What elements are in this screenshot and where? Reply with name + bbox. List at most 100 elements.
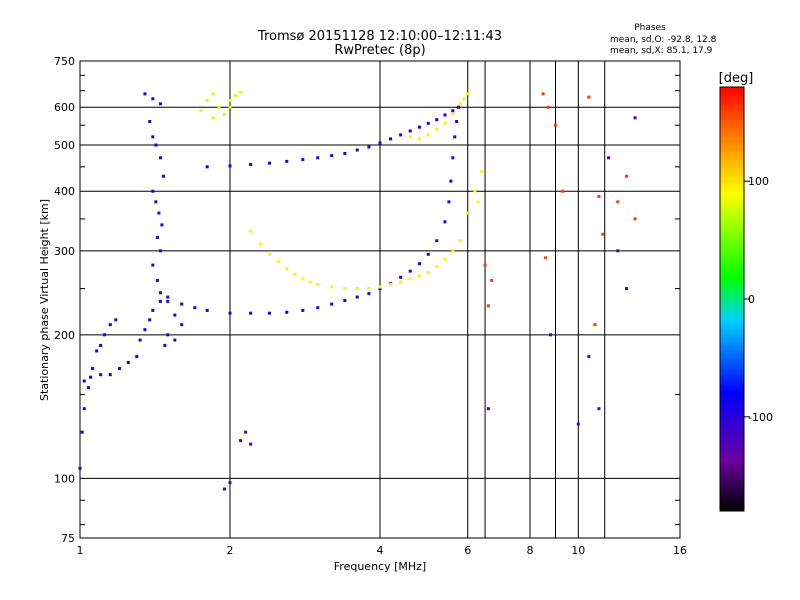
echo-point [285, 310, 289, 314]
echo-point [451, 112, 455, 116]
echo-point [408, 135, 412, 139]
echo-point [378, 287, 382, 291]
echo-point [163, 343, 167, 347]
echo-point [228, 105, 232, 109]
echo-point [166, 295, 170, 299]
echo-point [486, 304, 490, 308]
echo-point [616, 200, 620, 204]
echo-point [108, 323, 112, 327]
echo-point [151, 308, 155, 312]
echo-point [408, 277, 412, 281]
echo-point [205, 98, 209, 102]
echo-point [199, 109, 203, 113]
echo-point [576, 422, 580, 426]
echo-point [151, 97, 155, 101]
echo-point [587, 355, 591, 359]
echo-point [483, 263, 487, 267]
echo-point [451, 156, 455, 160]
echo-point [228, 164, 232, 168]
echo-point [417, 125, 421, 129]
echo-point [458, 239, 462, 243]
echo-point [399, 280, 403, 284]
echo-point [330, 154, 334, 158]
echo-point [249, 311, 253, 315]
y-tick-label: 300 [54, 245, 75, 258]
echo-point [587, 95, 591, 99]
echo-point [607, 156, 611, 160]
echo-point [151, 135, 155, 139]
echo-point [447, 200, 451, 204]
echo-point [633, 217, 637, 221]
echo-point [453, 135, 457, 139]
echo-point [455, 120, 459, 124]
phase-info-x: mean, sd,X: 85.1, 17.9 [610, 46, 713, 56]
echo-point [343, 151, 347, 155]
echo-point [476, 200, 480, 204]
x-tick-label: 8 [527, 544, 534, 557]
echo-point [308, 280, 312, 284]
echo-point [330, 285, 334, 289]
phase-info-heading: Phases [634, 23, 666, 33]
echo-point [443, 257, 447, 261]
echo-point [301, 158, 305, 162]
echo-point [616, 249, 620, 253]
echo-point [158, 299, 162, 303]
colorbar-tick-label: -100 [748, 411, 773, 424]
echo-point [330, 302, 334, 306]
echo-point [239, 90, 243, 94]
echo-point [228, 98, 232, 102]
echo-point [480, 169, 484, 173]
echo-point [166, 333, 170, 337]
echo-point [267, 311, 271, 315]
echo-point [457, 105, 461, 109]
echo-point [228, 311, 232, 315]
echo-point [541, 92, 545, 96]
echo-point [158, 156, 162, 160]
echo-point [78, 466, 82, 470]
echo-point [443, 113, 447, 117]
echo-point [161, 174, 165, 178]
x-axis-label: Frequency [MHz] [334, 560, 426, 573]
echo-point [462, 97, 466, 101]
echo-point [408, 129, 412, 133]
echo-point [126, 360, 130, 364]
echo-point [426, 133, 430, 137]
echo-point [138, 338, 142, 342]
colorbar-gradient [719, 86, 745, 512]
y-tick-label: 750 [54, 55, 75, 68]
echo-point [223, 487, 227, 491]
echo-point [135, 355, 139, 359]
echo-point [417, 137, 421, 141]
echo-point [143, 328, 147, 332]
echo-point [435, 265, 439, 269]
echo-point [117, 366, 121, 370]
echo-point [408, 269, 412, 273]
echo-point [154, 143, 158, 147]
echo-point [239, 439, 243, 443]
echo-point [426, 252, 430, 256]
x-tick-label: 2 [227, 544, 234, 557]
echo-point [180, 323, 184, 327]
echo-point [473, 189, 477, 193]
echo-point [233, 93, 237, 97]
echo-point [154, 200, 158, 204]
echo-point [490, 278, 494, 282]
echo-point [435, 239, 439, 243]
echo-point [211, 92, 215, 96]
echo-point [355, 287, 359, 291]
echo-point [143, 92, 147, 96]
echo-point [223, 112, 227, 116]
echo-point [597, 194, 601, 198]
echo-point [367, 292, 371, 296]
echo-point [244, 430, 248, 434]
x-tick-label: 10 [571, 544, 585, 557]
echo-point [158, 249, 162, 253]
echo-point [399, 275, 403, 279]
echo-point [426, 271, 430, 275]
echo-point [155, 235, 159, 239]
echo-point [91, 366, 95, 370]
echo-point [549, 333, 553, 337]
echo-point [108, 373, 112, 377]
echo-point [249, 442, 253, 446]
echo-point [378, 285, 382, 289]
